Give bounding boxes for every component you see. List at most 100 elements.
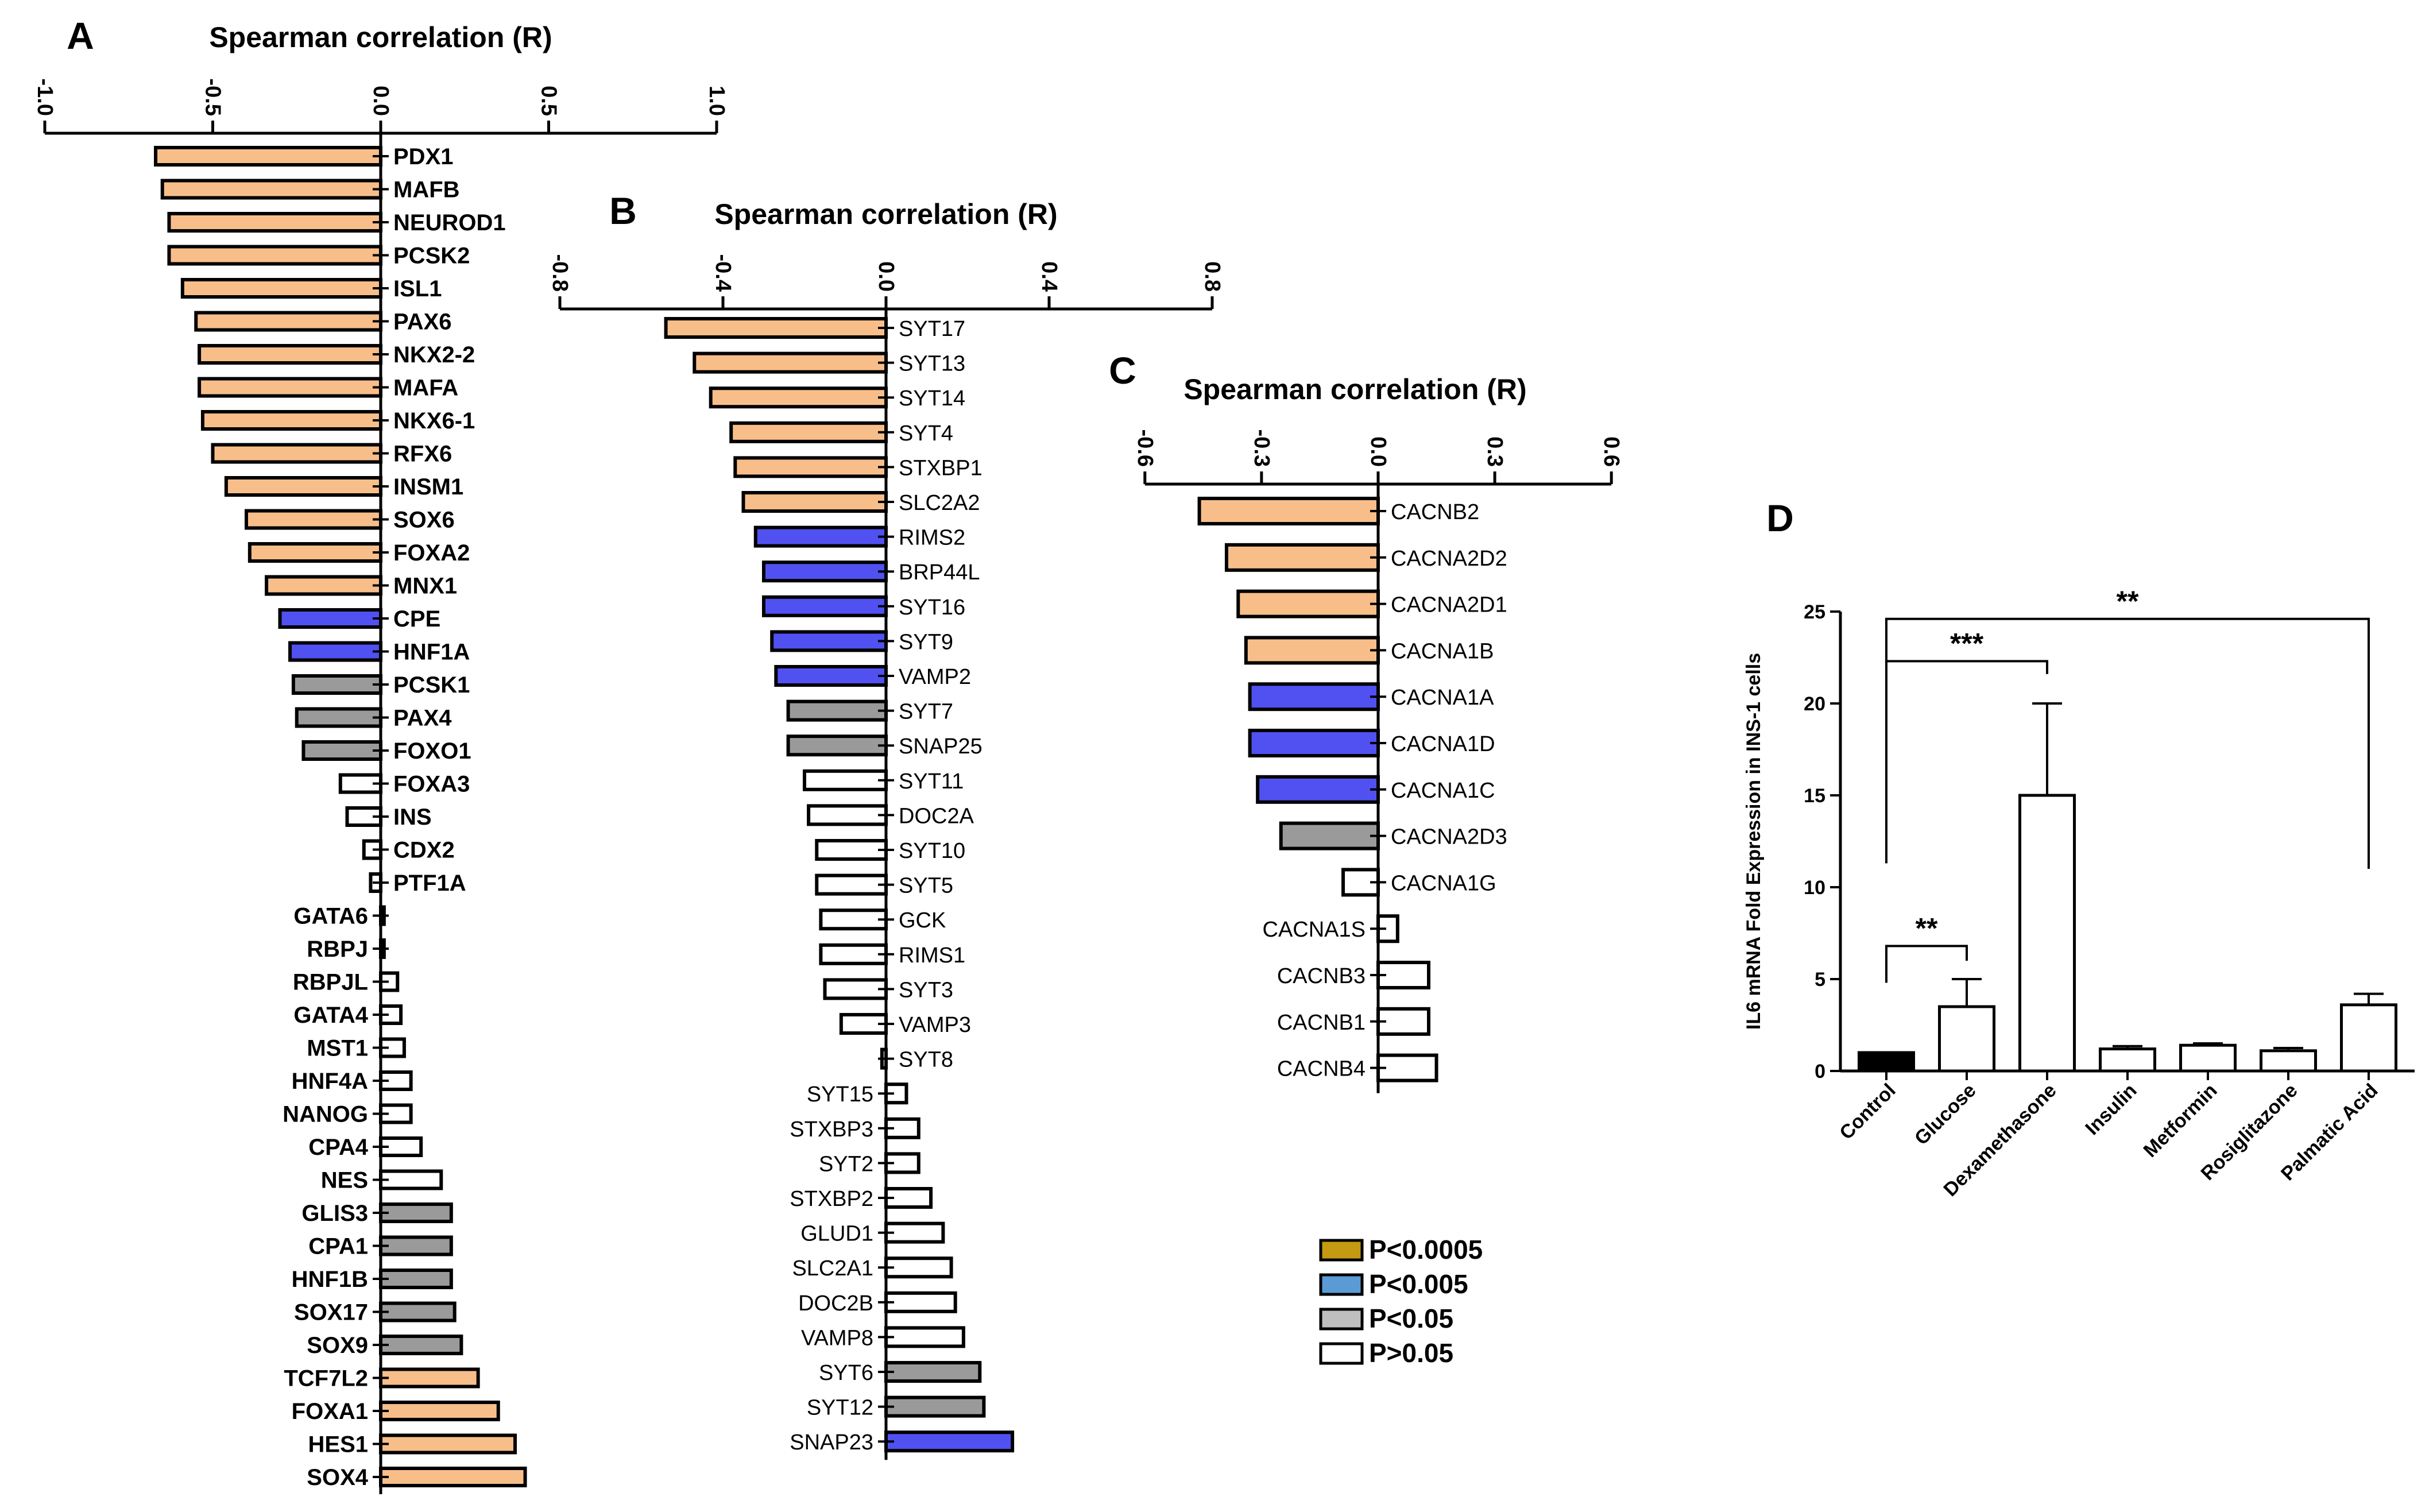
panel-d-y-tick-label: 5 <box>1815 969 1825 991</box>
panel-d-y-tick-label: 10 <box>1804 877 1825 899</box>
panel-b-gene-label: STXBP1 <box>899 456 983 480</box>
panel-a-gene-label: PCSK2 <box>393 243 470 269</box>
panel-a-bar-hnf1b <box>379 1269 453 1289</box>
panel-d-significance-label: ** <box>1916 912 1938 944</box>
panel-b-tick-label: 0.8 <box>1200 261 1224 292</box>
panel-c-bar-cacna1d <box>1248 729 1380 757</box>
panel-a-bar-sox9 <box>379 1335 463 1355</box>
panel-a-gene-label: GATA4 <box>293 1003 368 1028</box>
panel-b-bar-stxbp1 <box>733 456 888 478</box>
panel-b-bar-vamp8 <box>884 1326 965 1348</box>
legend-swatch-0 <box>1319 1239 1364 1262</box>
panel-d-significance-label: *** <box>1950 627 1984 659</box>
panel-b-gene-label: SYT13 <box>899 352 965 376</box>
panel-a-bar-pcsk2 <box>167 245 382 266</box>
panel-d-bar-rosiglitazone <box>2260 1049 2317 1073</box>
legend-label-0: P<0.0005 <box>1369 1235 1483 1264</box>
panel-b-bar-snap23 <box>884 1430 1015 1453</box>
panel-a-gene-label: NEUROD1 <box>393 210 506 235</box>
panel-a-bar-nkx2-2 <box>198 344 382 365</box>
panel-b-bar-glud1 <box>884 1221 945 1244</box>
panel-b-gene-label: SYT4 <box>899 421 953 446</box>
panel-a-chart: A Spearman correlation (R) -1.0 -0.5 0.0 0.5 1… <box>33 14 729 1494</box>
panel-b-gene-label: SYT3 <box>899 978 953 1002</box>
panel-a-gene-label: FOXA2 <box>393 540 470 566</box>
panel-b-bar-syt16 <box>762 595 888 617</box>
panel-a-gene-label: HNF1B <box>292 1267 368 1292</box>
panel-a-bar-insm1 <box>224 476 382 497</box>
panel-a-gene-label: NES <box>321 1168 368 1193</box>
panel-b-gene-label: SYT12 <box>807 1396 873 1420</box>
panel-a-gene-label: CPE <box>393 606 440 632</box>
panel-d-chart: D 0 5 10 15 20 25 IL6 mRNA Fold Expression in I… <box>1743 497 2415 1201</box>
panel-b-bar-doc2a <box>807 804 888 826</box>
panel-a-gene-label: NKX6-1 <box>393 408 475 434</box>
panel-d-y-tick-label: 25 <box>1804 601 1825 623</box>
panel-c-gene-label: CACNA1C <box>1391 779 1495 803</box>
panel-b-gene-label: VAMP8 <box>801 1326 873 1350</box>
panel-c-bar-cacna1c <box>1256 775 1380 804</box>
panel-a-gene-label: MAFA <box>393 376 458 401</box>
panel-c-tick-label: 0.6 <box>1599 436 1623 467</box>
panel-a-bar-nkx6-1 <box>200 410 382 431</box>
panel-d-bar-insulin <box>2099 1047 2156 1073</box>
panel-a-bar-hnf4a <box>379 1070 413 1091</box>
panel-d-significance-bracket <box>1885 660 2048 718</box>
panel-a-bar-foxa2 <box>247 542 382 563</box>
panel-c-bar-cacnb4 <box>1376 1053 1438 1082</box>
panel-b-bar-syt5 <box>815 873 888 896</box>
panel-letter-c: C <box>1109 349 1136 392</box>
panel-b-gene-label: DOC2B <box>798 1291 873 1316</box>
panel-b-gene-label: SNAP25 <box>899 734 983 759</box>
panel-b-bar-doc2b <box>884 1291 957 1313</box>
panel-a-gene-label: FOXA1 <box>292 1399 368 1424</box>
panel-b-bar-syt10 <box>815 839 888 861</box>
panel-b-gene-label: VAMP3 <box>899 1013 971 1037</box>
panel-b-bar-slc2a2 <box>741 491 888 513</box>
panel-d-significance-bracket <box>1885 945 1968 983</box>
panel-c-bar-cacna2d1 <box>1236 589 1380 618</box>
panel-c-bar-cacna2d2 <box>1224 543 1380 572</box>
panel-b-gene-label: RIMS1 <box>899 943 965 968</box>
panel-a-gene-label: RFX6 <box>393 442 452 467</box>
legend-swatch-3 <box>1319 1342 1364 1365</box>
panel-b-gene-label: DOC2A <box>899 804 974 828</box>
panel-d-bar-control <box>1858 1051 1915 1073</box>
panel-b-gene-label: SLC2A1 <box>792 1256 873 1281</box>
significance-legend: P<0.0005 P<0.005 P<0.05 P>0.05 <box>1319 1235 1483 1368</box>
panel-a-gene-label: PAX4 <box>393 706 452 731</box>
panel-a-bar-pcsk1 <box>291 674 382 695</box>
panel-a-gene-label: GATA6 <box>293 904 368 929</box>
panel-b-gene-label: RIMS2 <box>899 526 965 550</box>
panel-a-tick-label: 0.5 <box>537 86 561 116</box>
panel-c-tick-label: -0.3 <box>1250 430 1274 467</box>
panel-d-category-label: Control <box>1835 1080 1900 1144</box>
panel-b-bar-syt3 <box>823 978 888 1000</box>
panel-a-bar-pdx1 <box>154 146 382 167</box>
panel-a-bar-rfx6 <box>211 443 382 464</box>
panel-b-gene-label: SLC2A2 <box>899 491 980 515</box>
panel-d-category-label: Metformin <box>2140 1080 2222 1162</box>
panel-d-bar-dexamethasone <box>2018 794 2076 1073</box>
panel-a-gene-label: PCSK1 <box>393 672 470 698</box>
panel-c-gene-label: CACNA1B <box>1391 639 1494 663</box>
panel-d-category-label: Glucose <box>1910 1080 1981 1150</box>
panel-a-bar-isl1 <box>180 278 382 299</box>
panel-d-bar-glucose <box>1938 1005 1995 1073</box>
panel-a-tick-label: -0.5 <box>201 79 225 116</box>
panel-b-bar-syt17 <box>664 317 888 339</box>
panel-c-gene-label: CACNA1A <box>1391 686 1494 710</box>
panel-b-bar-syt6 <box>884 1361 982 1383</box>
panel-a-gene-label: NKX2-2 <box>393 342 475 368</box>
panel-a-gene-label: GLIS3 <box>301 1201 368 1226</box>
panel-b-tick-label: 0.0 <box>874 261 898 292</box>
panel-c-bar-cacna1a <box>1248 682 1380 711</box>
panel-b-gene-label: SYT15 <box>807 1082 873 1107</box>
panel-c-gene-label: CACNA1S <box>1263 918 1366 942</box>
panel-a-tick-label: 0.0 <box>369 86 393 116</box>
panel-d-significance-label: ** <box>2117 585 2139 617</box>
panel-a-gene-label: PAX6 <box>393 310 452 335</box>
panel-b-gene-label: SYT8 <box>899 1048 953 1072</box>
panel-c-tick-label: -0.6 <box>1133 430 1157 467</box>
